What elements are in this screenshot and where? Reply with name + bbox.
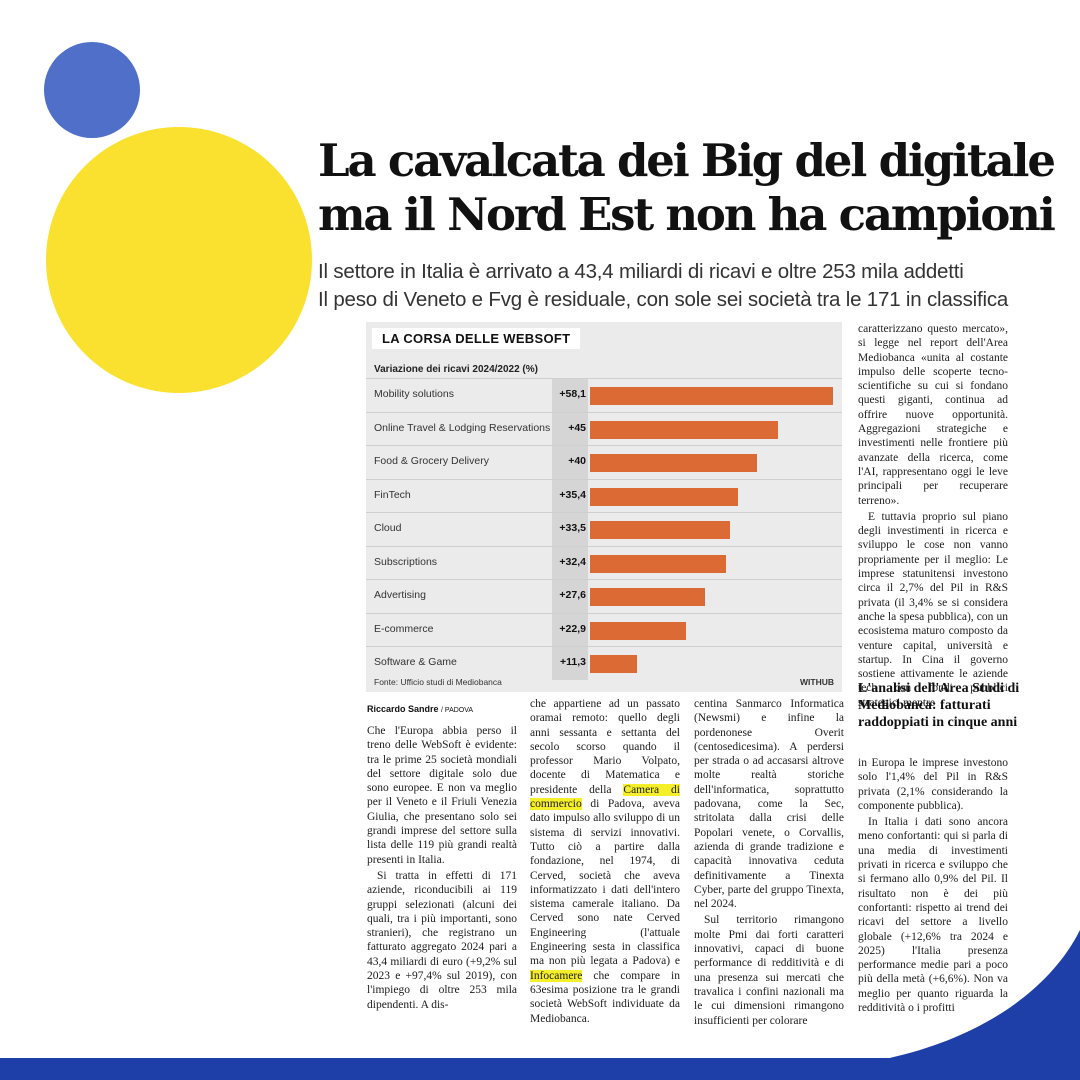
value-column-band — [552, 546, 588, 580]
highlight-infocamere: Infocamere — [530, 969, 583, 982]
chart-row: Food & Grocery Delivery +40 — [366, 445, 842, 479]
value-column-band — [552, 379, 588, 412]
article-headline: La cavalcata dei Big del digitale ma il … — [318, 134, 1058, 242]
category-label: FinTech — [374, 488, 411, 501]
chart-row: Advertising +27,6 — [366, 579, 842, 613]
col4-paragraph: caratterizzano questo mercato», si legge… — [858, 323, 1008, 507]
chart-row: Subscriptions +32,4 — [366, 545, 842, 580]
col2-paragraph: che appartiene ad un passato oramai remo… — [530, 697, 681, 1026]
headline-line-2: ma il Nord Est non ha campioni — [318, 188, 1056, 241]
byline-place: / PADOVA — [441, 707, 474, 714]
category-label: Subscriptions — [374, 555, 438, 568]
category-label: E-commerce — [374, 622, 434, 635]
value-column-band — [552, 613, 588, 647]
value-column-band — [552, 647, 588, 680]
col3-paragraph: Sul territorio rimangono molte Pmi dai f… — [694, 914, 844, 1027]
article-column-4-top: caratterizzano questo mercato», si legge… — [858, 322, 1008, 712]
data-label: +45 — [568, 421, 586, 434]
col4-paragraph: In Italia i dati sono ancora meno confor… — [858, 816, 1008, 1015]
data-label: +11,3 — [560, 656, 586, 668]
chart-row: Software & Game +11,3 — [366, 646, 842, 680]
yellow-circle-decoration — [46, 127, 312, 393]
bar — [590, 588, 706, 606]
data-label: +27,6 — [559, 589, 586, 601]
chart-row: Mobility solutions +58,1 — [366, 378, 842, 412]
col2-text: di Padova, aveva dato impulso allo svilu… — [530, 798, 680, 968]
data-label: +33,5 — [559, 522, 586, 534]
col4-paragraph: in Europa le imprese investono solo l'1,… — [858, 757, 1008, 812]
headline-line-1: La cavalcata dei Big del digitale — [318, 134, 1056, 187]
byline: Riccardo Sandre / PADOVA — [367, 704, 473, 714]
bar — [590, 521, 731, 539]
article-column-2: che appartiene ad un passato oramai remo… — [530, 697, 681, 1028]
bar — [590, 621, 686, 640]
article-column-3: centina Sanmarco Informatica (Newsmi) e … — [694, 697, 844, 1030]
bar — [590, 420, 779, 439]
data-label: +22,9 — [559, 622, 586, 635]
category-label: Online Travel & Lodging Reservations — [374, 421, 551, 434]
bar — [590, 554, 726, 573]
bar — [590, 387, 833, 405]
bar — [590, 454, 758, 472]
col2-text: che appartiene ad un passato oramai remo… — [530, 698, 680, 796]
websoft-revenue-chart: LA CORSA DELLE WEBSOFT Variazione dei ri… — [366, 322, 842, 692]
article-column-4-bottom: in Europa le imprese investono solo l'1,… — [858, 756, 1008, 1017]
bar — [590, 487, 739, 506]
category-label: Cloud — [374, 522, 402, 534]
byline-author: Riccardo Sandre — [367, 704, 439, 714]
chart-row: Online Travel & Lodging Reservations +45 — [366, 411, 842, 446]
value-column-band — [552, 412, 588, 446]
col1-paragraph: Che l'Europa abbia perso il treno delle … — [367, 725, 517, 866]
value-column-band — [552, 513, 588, 546]
subhead-line-1: Il settore in Italia è arrivato a 43,4 m… — [318, 260, 964, 283]
article-column-1: Che l'Europa abbia perso il treno delle … — [367, 724, 517, 1014]
data-label: +40 — [568, 455, 586, 467]
col4-paragraph: E tuttavia proprio sul piano degli inves… — [858, 510, 1008, 709]
blue-circle-decoration — [44, 42, 140, 138]
data-label: +58,1 — [559, 388, 586, 400]
chart-brand: WITHUB — [800, 677, 834, 687]
article-subheadline: Il settore in Italia è arrivato a 43,4 m… — [318, 258, 1058, 314]
bar — [590, 655, 638, 673]
subhead-line-2: Il peso di Veneto e Fvg è residuale, con… — [318, 288, 1009, 311]
category-label: Software & Game — [374, 656, 457, 668]
chart-subtitle: Variazione dei ricavi 2024/2022 (%) — [374, 364, 538, 375]
col2-text: che compare in 63esima posizione tra le … — [530, 969, 680, 1025]
chart-row: E-commerce +22,9 — [366, 612, 842, 647]
value-column-band — [552, 580, 588, 613]
section-heading: L'analisi dell'Area Studi di Mediobanca:… — [858, 681, 1020, 730]
col3-paragraph: centina Sanmarco Informatica (Newsmi) e … — [694, 698, 844, 911]
category-label: Food & Grocery Delivery — [374, 455, 489, 467]
value-column-band — [552, 479, 588, 513]
chart-row: FinTech +35,4 — [366, 478, 842, 513]
bottom-blue-bar — [0, 1058, 1080, 1080]
chart-title: LA CORSA DELLE WEBSOFT — [372, 328, 581, 349]
data-label: +35,4 — [559, 488, 586, 501]
category-label: Advertising — [374, 589, 426, 601]
data-label: +32,4 — [559, 555, 586, 568]
col1-paragraph: Si tratta in effetti di 171 aziende, ric… — [367, 869, 517, 1011]
category-label: Mobility solutions — [374, 388, 454, 400]
chart-source: Fonte: Ufficio studi di Mediobanca — [374, 677, 502, 687]
value-column-band — [552, 446, 588, 479]
chart-row: Cloud +33,5 — [366, 512, 842, 546]
